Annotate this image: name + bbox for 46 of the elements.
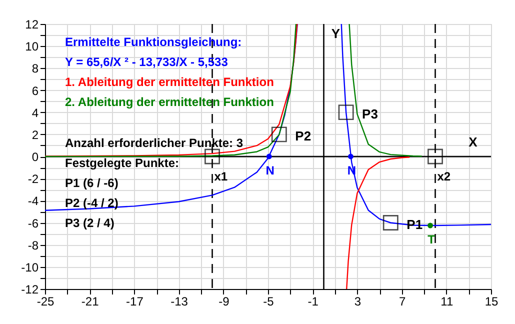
annotation: Anzahl erforderlicher Punkte: 3 xyxy=(65,136,244,150)
y-tick-label: -8 xyxy=(28,238,39,252)
series-label: 1. Ableitung der ermittelten Funktion xyxy=(65,75,274,89)
y-tick-label: 2 xyxy=(32,128,39,142)
point xyxy=(271,126,287,142)
point xyxy=(428,222,434,228)
x-tick-label: 7 xyxy=(398,294,406,308)
y-tick-label: 4 xyxy=(32,106,39,120)
x-tick-label: -25 xyxy=(36,294,54,308)
point xyxy=(428,148,443,164)
point xyxy=(338,104,354,120)
y-tick-label: -12 xyxy=(21,282,39,296)
point xyxy=(204,148,220,164)
annotation: P1 (6 / -6) xyxy=(65,176,118,190)
y-tick-label: 8 xyxy=(32,62,39,76)
ref-line-label: x2 xyxy=(437,170,451,184)
y-axis-title: Y xyxy=(331,26,340,41)
point xyxy=(382,215,398,230)
y-tick-label: -2 xyxy=(28,172,39,186)
x-tick-label: -21 xyxy=(81,294,100,308)
x-axis-title: X xyxy=(468,134,478,150)
x-tick-label: -1 xyxy=(308,294,319,308)
annotation: P3 (2 / 4) xyxy=(65,216,114,230)
annotation: P2 (-4 / 2) xyxy=(65,196,118,210)
y-tick-label: 0 xyxy=(32,150,39,164)
annotation: P2 xyxy=(295,128,312,144)
annotation: N xyxy=(266,164,274,178)
x-tick-label: -17 xyxy=(126,294,144,308)
y-tick-label: -10 xyxy=(21,260,39,274)
text: Y = 65,6/X ² - 13,733/X - 5,533 xyxy=(65,55,228,69)
point xyxy=(266,154,272,160)
y-tick-label: 12 xyxy=(25,18,39,32)
x-tick-label: -5 xyxy=(263,294,274,308)
x-tick-label: -13 xyxy=(170,294,188,308)
point xyxy=(348,154,354,160)
x-tick-label: 11 xyxy=(440,294,454,308)
x-tick-label: -9 xyxy=(218,294,230,308)
y-tick-label: 10 xyxy=(25,40,39,54)
ref-line-label: x1 xyxy=(214,170,228,184)
y-tick-label: -6 xyxy=(28,216,39,230)
y-tick-label: 6 xyxy=(32,84,39,98)
x-tick-label: 3 xyxy=(354,294,362,308)
annotation: P3 xyxy=(362,106,378,122)
annotation: Festgelegte Punkte: xyxy=(65,156,180,170)
x-tick-label: 15 xyxy=(484,294,498,308)
y-tick-label: -4 xyxy=(28,194,39,208)
